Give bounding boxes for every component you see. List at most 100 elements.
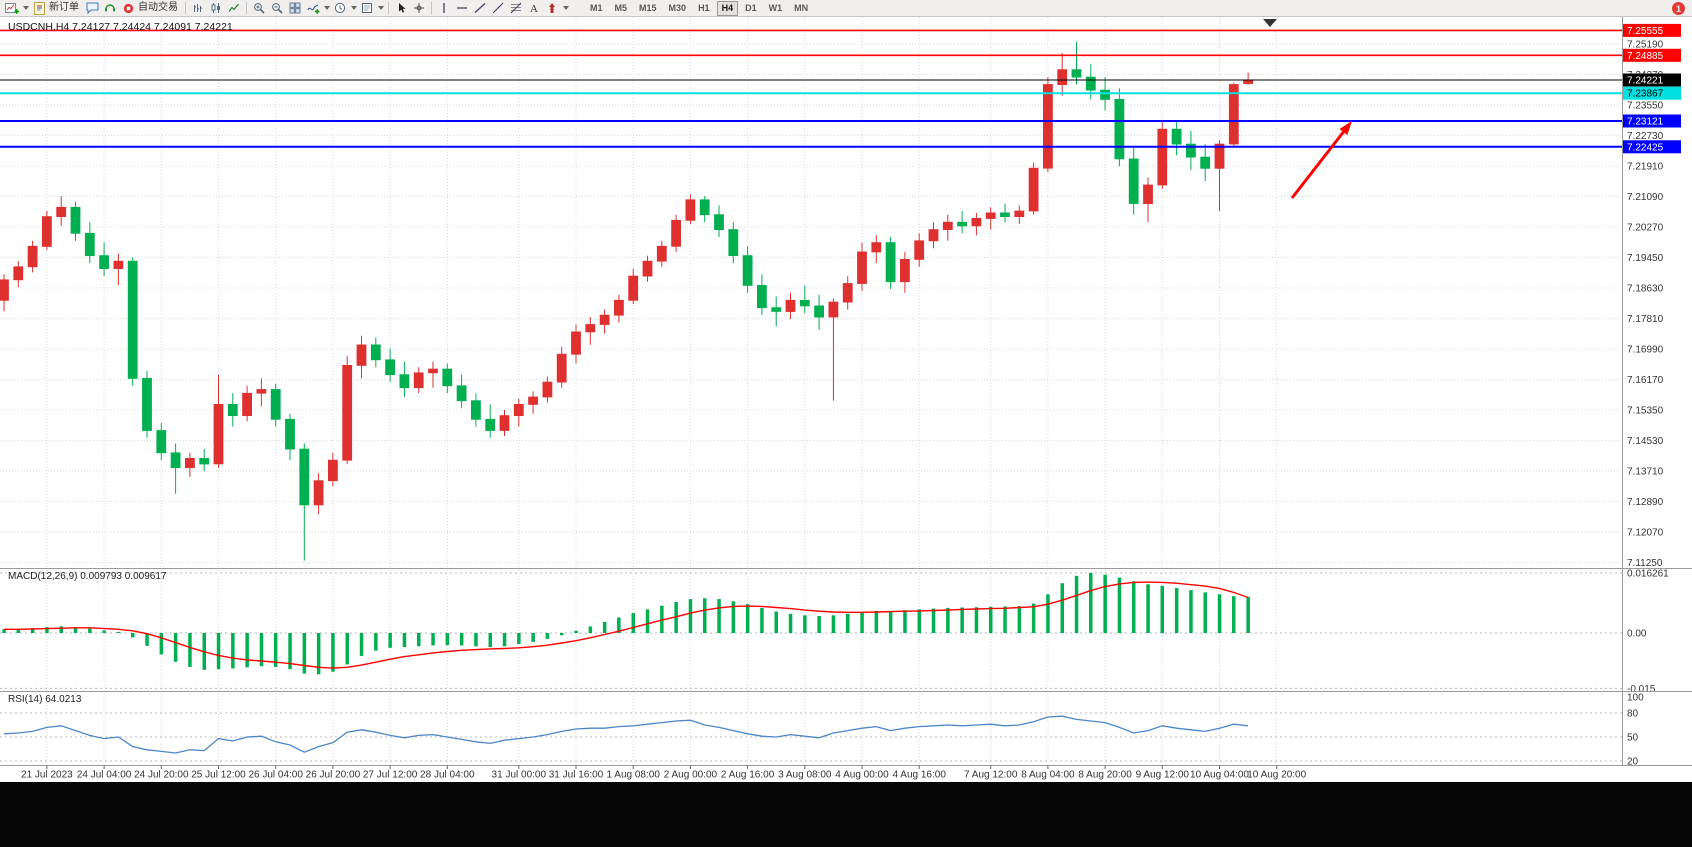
indicators-caret-icon[interactable]: [322, 1, 331, 16]
tile-windows-icon[interactable]: [286, 1, 304, 16]
macd-histogram-bar: [1189, 590, 1193, 633]
price-line-badge: 7.24885: [1623, 48, 1681, 62]
time-axis-label: 24 Jul 04:00: [77, 770, 132, 781]
macd-histogram-bar: [231, 633, 235, 669]
candle: [156, 423, 167, 461]
macd-histogram-bar: [1089, 573, 1093, 633]
timeframe-button-H1[interactable]: H1: [698, 2, 710, 13]
macd-histogram-bar: [374, 633, 378, 651]
timeframe-button-M1[interactable]: M1: [590, 2, 603, 13]
svg-text:7.23867: 7.23867: [1627, 89, 1664, 100]
arrows-caret-icon[interactable]: [561, 1, 570, 16]
candle: [685, 194, 696, 224]
macd-histogram-bar: [259, 633, 264, 667]
timeframe-button-W1[interactable]: W1: [768, 2, 783, 13]
zoom-out-icon[interactable]: [268, 1, 286, 16]
support-icon[interactable]: [101, 1, 119, 16]
candle: [900, 251, 910, 293]
new-order-icon[interactable]: [30, 1, 48, 16]
macd-histogram-bar: [1017, 606, 1022, 633]
chat-icon[interactable]: [83, 1, 101, 16]
autotrade-icon[interactable]: [119, 1, 137, 16]
timeframe-button-M30[interactable]: M30: [668, 2, 687, 13]
candle: [428, 361, 438, 388]
macd-histogram-bar: [417, 633, 421, 647]
autotrade-label[interactable]: 自动交易: [138, 2, 178, 13]
text-icon[interactable]: A: [525, 1, 543, 16]
macd-histogram-bar: [88, 628, 92, 633]
time-axis-label: 8 Aug 20:00: [1078, 770, 1132, 781]
candle: [242, 385, 253, 422]
price-line-badge: 7.23121: [1623, 114, 1681, 128]
macd-histogram-bar: [631, 613, 635, 633]
rsi-axis-label: 100: [1627, 693, 1644, 704]
chart-canvas[interactable]: 0.0162610.00-0.0151008050207.251907.2437…: [0, 0, 1692, 782]
macd-histogram-bar: [788, 613, 793, 633]
toolbar-separator: [388, 2, 389, 14]
macd-histogram-bar: [131, 633, 135, 638]
cursor-icon[interactable]: [392, 1, 410, 16]
macd-axis-label: -0.015: [1627, 684, 1656, 695]
macd-histogram-bar: [1132, 581, 1136, 633]
svg-text:A: A: [530, 3, 538, 14]
candle: [42, 211, 52, 251]
timeframe-button-M5[interactable]: M5: [614, 2, 628, 13]
arrows-icon[interactable]: [543, 1, 561, 16]
candle: [327, 452, 338, 487]
indicators-icon[interactable]: [304, 1, 322, 16]
macd-histogram-bar: [903, 610, 907, 633]
macd-histogram-bar: [388, 633, 392, 648]
macd-histogram-bar: [860, 612, 864, 633]
periods-caret-icon[interactable]: [349, 1, 358, 16]
macd-histogram-bar: [2, 629, 6, 633]
candle: [370, 337, 381, 368]
line-chart-icon[interactable]: [225, 1, 243, 16]
macd-histogram-bar: [45, 627, 49, 633]
timeframe-button-MN[interactable]: MN: [794, 2, 809, 13]
time-axis-label: 4 Aug 16:00: [893, 770, 947, 781]
templates-icon[interactable]: [358, 1, 376, 16]
time-axis-label: 2 Aug 16:00: [721, 770, 775, 781]
bar-chart-icon[interactable]: [189, 1, 207, 16]
toolbar-separator: [185, 2, 186, 14]
trendline-icon[interactable]: [471, 1, 489, 16]
macd-histogram-bar: [1003, 606, 1007, 633]
candle: [571, 324, 581, 364]
new-order-label[interactable]: 新订单: [49, 2, 79, 13]
periods-icon[interactable]: [331, 1, 349, 16]
price-axis-label: 7.14530: [1627, 436, 1664, 447]
macd-histogram-bar: [1174, 588, 1179, 633]
macd-histogram-bar: [488, 633, 492, 647]
time-axis-label: 3 Aug 08:00: [778, 770, 832, 781]
price-line-badge: 7.22425: [1623, 140, 1681, 154]
timeframe-button-M15[interactable]: M15: [639, 2, 657, 13]
macd-signal-line: [4, 581, 1249, 669]
candle: [142, 370, 152, 438]
candle: [413, 367, 424, 394]
timeframe-button-D1[interactable]: D1: [745, 2, 757, 13]
macd-histogram-bar: [817, 616, 821, 633]
vertical-line-icon[interactable]: [435, 1, 453, 16]
crosshair-icon[interactable]: [410, 1, 428, 16]
candle: [757, 274, 767, 316]
candle: [614, 294, 624, 323]
timeframe-button-H4[interactable]: H4: [716, 0, 739, 16]
macd-histogram-bar: [560, 633, 564, 636]
new-chart-caret-icon[interactable]: [21, 1, 30, 16]
channel-icon[interactable]: [489, 1, 507, 16]
notification-badge[interactable]: 1: [1672, 2, 1685, 15]
zoom-in-icon[interactable]: [250, 1, 268, 16]
chart-shift-marker-icon[interactable]: [1263, 19, 1277, 27]
candle: [199, 449, 210, 472]
templates-caret-icon[interactable]: [376, 1, 385, 16]
horizontal-line-icon[interactable]: [453, 1, 471, 16]
price-axis-label: 7.16170: [1627, 375, 1664, 386]
rsi-axis-label: 20: [1627, 757, 1639, 768]
trend-arrow-object[interactable]: [1290, 121, 1352, 199]
new-chart-icon[interactable]: [3, 1, 21, 16]
candlestick-chart-icon[interactable]: [207, 1, 225, 16]
macd-histogram-bar: [431, 633, 435, 646]
fibonacci-icon[interactable]: [507, 1, 525, 16]
price-axis-label: 7.12070: [1627, 528, 1664, 539]
